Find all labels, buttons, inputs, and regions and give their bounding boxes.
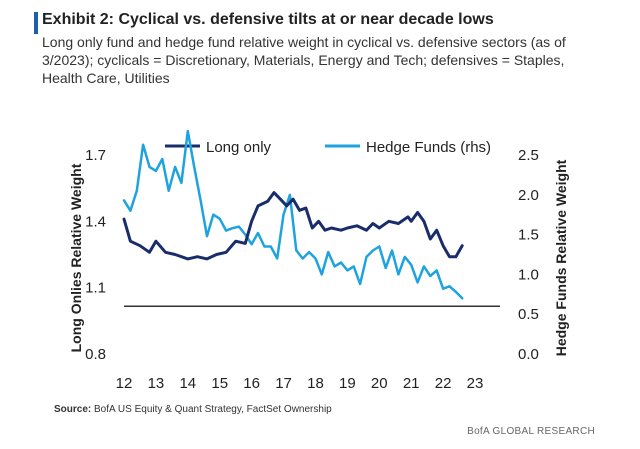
y-tick-label: 0.8 — [85, 346, 106, 363]
x-tick-label: 12 — [116, 375, 133, 392]
x-tick-label: 16 — [243, 375, 260, 392]
x-tick-label: 23 — [467, 375, 484, 392]
chart-title: Exhibit 2: Cyclical vs. defensive tilts … — [42, 11, 494, 28]
x-tick-label: 13 — [148, 375, 165, 392]
x-tick-label: 21 — [403, 375, 420, 392]
x-tick-label: 15 — [211, 375, 228, 392]
chart-subtitle: Long only fund and hedge fund relative w… — [42, 34, 566, 86]
source-label: Source: — [54, 404, 92, 415]
y2-tick-label: 0.0 — [518, 346, 539, 363]
series-lines — [122, 129, 464, 300]
y-tick-label: 1.1 — [85, 280, 106, 297]
y-tick-label: 1.4 — [85, 213, 106, 230]
x-axis-ticks: 12 13 14 15 16 17 18 19 20 21 22 23 — [116, 375, 484, 392]
y2-tick-label: 2.0 — [518, 187, 539, 204]
legend: Long only Hedge Funds (rhs) — [165, 139, 491, 156]
x-tick-label: 14 — [179, 375, 196, 392]
y2-tick-label: 0.5 — [518, 306, 539, 323]
x-tick-label: 20 — [371, 375, 388, 392]
series-line-long-only — [122, 191, 464, 261]
x-tick-label: 17 — [275, 375, 292, 392]
y2-axis-label: Hedge Funds Relative Weight — [553, 159, 569, 356]
y2-tick-label: 1.0 — [518, 266, 539, 283]
legend-label-hedge-funds: Hedge Funds (rhs) — [366, 139, 491, 156]
brand-label: BofA GLOBAL RESEARCH — [467, 426, 595, 437]
y-tick-label: 1.7 — [85, 147, 106, 164]
series-line-hedge-funds — [122, 129, 464, 300]
y-axis-ticks: 0.8 1.1 1.4 1.7 — [85, 147, 106, 363]
y-axis-label: Long Onlies Relative Weight — [68, 163, 84, 352]
x-tick-label: 22 — [435, 375, 452, 392]
y2-tick-label: 2.5 — [518, 147, 539, 164]
x-tick-label: 19 — [339, 375, 356, 392]
source-text: BofA US Equity & Quant Strategy, FactSet… — [94, 404, 332, 415]
legend-label-long-only: Long only — [206, 139, 272, 156]
y2-axis-ticks: 0.0 0.5 1.0 1.5 2.0 2.5 — [518, 147, 539, 363]
x-tick-label: 18 — [307, 375, 324, 392]
source-note: Source: BofA US Equity & Quant Strategy,… — [54, 404, 332, 415]
title-accent-bar — [34, 12, 38, 34]
y2-tick-label: 1.5 — [518, 227, 539, 244]
